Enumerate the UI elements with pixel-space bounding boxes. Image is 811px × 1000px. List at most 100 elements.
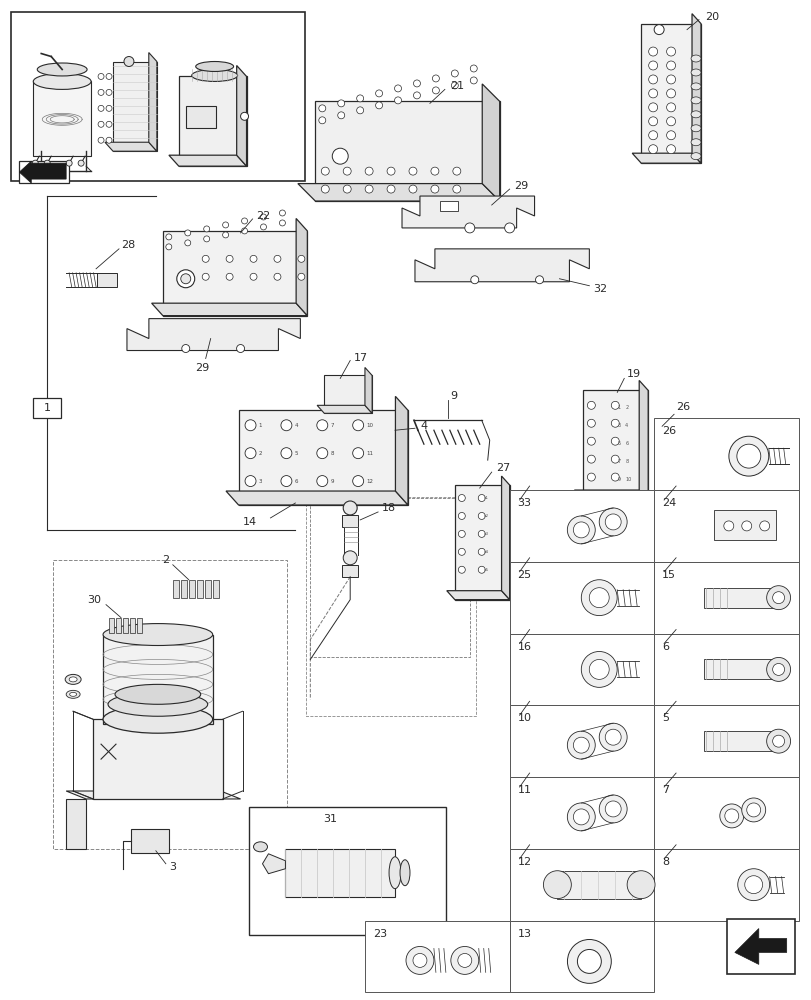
Text: 4: 4 [419, 421, 427, 431]
Bar [93, 719, 222, 799]
Circle shape [240, 112, 248, 120]
Circle shape [478, 495, 485, 501]
Ellipse shape [690, 111, 700, 118]
Text: 16: 16 [517, 642, 531, 652]
Circle shape [298, 273, 304, 280]
Polygon shape [105, 142, 157, 151]
Polygon shape [19, 161, 66, 183]
Ellipse shape [108, 692, 208, 716]
Polygon shape [641, 24, 700, 163]
Polygon shape [414, 249, 589, 282]
Text: 5: 5 [616, 441, 620, 446]
Circle shape [394, 97, 401, 104]
Circle shape [666, 75, 675, 84]
Bar [33, 398, 61, 418]
Circle shape [478, 530, 485, 537]
Circle shape [225, 273, 233, 280]
Circle shape [409, 185, 417, 193]
Ellipse shape [690, 153, 700, 160]
Circle shape [250, 255, 257, 262]
Circle shape [666, 117, 675, 126]
Text: 4: 4 [294, 423, 298, 428]
Polygon shape [573, 490, 647, 500]
Bar [509, 562, 654, 634]
Text: 10: 10 [517, 713, 531, 723]
Bar [440, 201, 457, 211]
Text: o4: o4 [483, 550, 488, 554]
Polygon shape [66, 791, 240, 799]
Text: 5: 5 [661, 713, 668, 723]
Text: 33: 33 [517, 498, 531, 508]
Circle shape [332, 148, 348, 164]
Circle shape [98, 89, 104, 95]
Text: 6: 6 [294, 479, 298, 484]
Ellipse shape [33, 73, 91, 89]
Circle shape [78, 160, 84, 166]
Circle shape [586, 437, 594, 445]
Circle shape [648, 47, 657, 56]
Circle shape [241, 228, 247, 234]
Text: 2: 2 [624, 405, 628, 410]
Circle shape [431, 167, 439, 175]
Text: 8: 8 [624, 459, 628, 464]
Polygon shape [127, 319, 300, 351]
Text: 6: 6 [661, 642, 668, 652]
Ellipse shape [70, 692, 76, 696]
Bar [509, 849, 654, 921]
Circle shape [394, 85, 401, 92]
Circle shape [321, 185, 328, 193]
Circle shape [241, 218, 247, 224]
Text: 8: 8 [661, 857, 668, 867]
Circle shape [728, 436, 768, 476]
Polygon shape [364, 367, 371, 413]
Circle shape [352, 420, 363, 431]
Ellipse shape [690, 125, 700, 132]
Text: 12: 12 [517, 857, 531, 867]
Circle shape [185, 240, 191, 246]
Bar [196, 580, 203, 598]
Bar [654, 705, 798, 777]
Text: 29: 29 [513, 181, 527, 191]
Text: o1: o1 [483, 496, 488, 500]
Bar [703, 731, 778, 751]
Circle shape [202, 273, 209, 280]
Text: 19: 19 [626, 369, 641, 379]
Text: 9: 9 [616, 477, 620, 482]
Polygon shape [33, 81, 91, 156]
Circle shape [470, 276, 478, 284]
Circle shape [464, 223, 474, 233]
Circle shape [106, 105, 112, 111]
Circle shape [375, 90, 382, 97]
Circle shape [567, 516, 594, 544]
Circle shape [478, 548, 485, 555]
Circle shape [654, 25, 663, 35]
Polygon shape [691, 14, 700, 163]
Circle shape [413, 953, 427, 967]
Circle shape [567, 731, 594, 759]
Circle shape [343, 551, 357, 565]
Text: 31: 31 [323, 814, 337, 824]
Circle shape [250, 273, 257, 280]
Bar [310, 498, 470, 657]
Text: 28: 28 [121, 240, 135, 250]
Ellipse shape [115, 684, 200, 704]
Text: 9: 9 [330, 479, 333, 484]
Bar [654, 777, 798, 849]
Text: 25: 25 [517, 570, 531, 580]
Bar [188, 580, 195, 598]
Circle shape [589, 659, 608, 679]
Bar [109, 618, 114, 633]
Circle shape [204, 226, 209, 232]
Polygon shape [148, 53, 157, 151]
Text: 6: 6 [624, 441, 628, 446]
Text: o2: o2 [483, 514, 488, 518]
Ellipse shape [690, 69, 700, 76]
Circle shape [736, 444, 760, 468]
Circle shape [225, 255, 233, 262]
Circle shape [451, 82, 457, 89]
Circle shape [470, 65, 477, 72]
Circle shape [106, 89, 112, 95]
Text: 27: 27 [495, 463, 509, 473]
Circle shape [260, 224, 266, 230]
Ellipse shape [253, 842, 267, 852]
